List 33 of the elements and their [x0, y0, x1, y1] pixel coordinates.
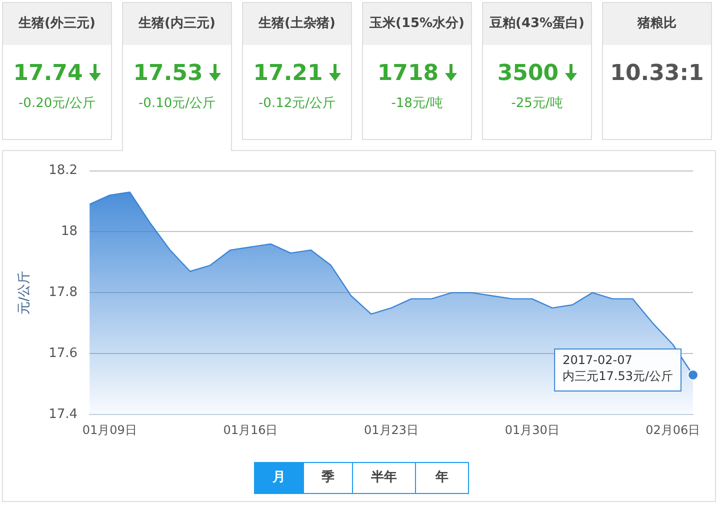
- text: 17.21: [253, 61, 323, 86]
- text: 月: [255, 463, 303, 493]
- x-tick-label: 02月06日: [646, 422, 700, 437]
- x-tick-label: 01月16日: [223, 422, 278, 437]
- category-label: 生猪(内三元): [123, 3, 231, 45]
- text: 季: [303, 463, 352, 493]
- y-tick-label: 17.6: [48, 346, 78, 362]
- category-label: 生猪(土杂猪): [243, 3, 351, 45]
- y-tick-label: 18.2: [48, 163, 78, 178]
- text: 10.33:1: [610, 61, 704, 86]
- text: 3500: [497, 61, 559, 86]
- y-tick-label: 17.4: [48, 406, 78, 422]
- y-tick-label: 18: [61, 224, 78, 240]
- text: 半年: [352, 463, 415, 493]
- category-label: 玉米(15%水分): [363, 3, 471, 45]
- category-label: 生猪(外三元): [3, 3, 111, 45]
- text: -25元/吨: [510, 95, 564, 112]
- annotation: 2017-02-07 内三元17.53元/公斤: [562, 353, 674, 384]
- x-tick-label: 01月09日: [82, 422, 137, 437]
- text: -18元/吨: [390, 95, 444, 112]
- y-axis-title: 元/公斤: [17, 271, 32, 314]
- y-tick-label: 17.8: [48, 285, 78, 300]
- x-tick-label: 01月30日: [504, 422, 560, 437]
- category-label: 豆粕(43%蛋白): [483, 3, 591, 45]
- text: -0.12元/公斤: [257, 95, 337, 112]
- text: 17.53: [133, 61, 203, 86]
- text: -0.20元/公斤: [17, 95, 97, 112]
- text: -0.10元/公斤: [137, 95, 217, 112]
- text: 年: [415, 463, 468, 493]
- text: 1718: [377, 61, 439, 86]
- x-tick-label: 01月23日: [364, 422, 419, 437]
- category-label: 猪粮比: [603, 3, 711, 45]
- text: 17.74: [13, 61, 83, 86]
